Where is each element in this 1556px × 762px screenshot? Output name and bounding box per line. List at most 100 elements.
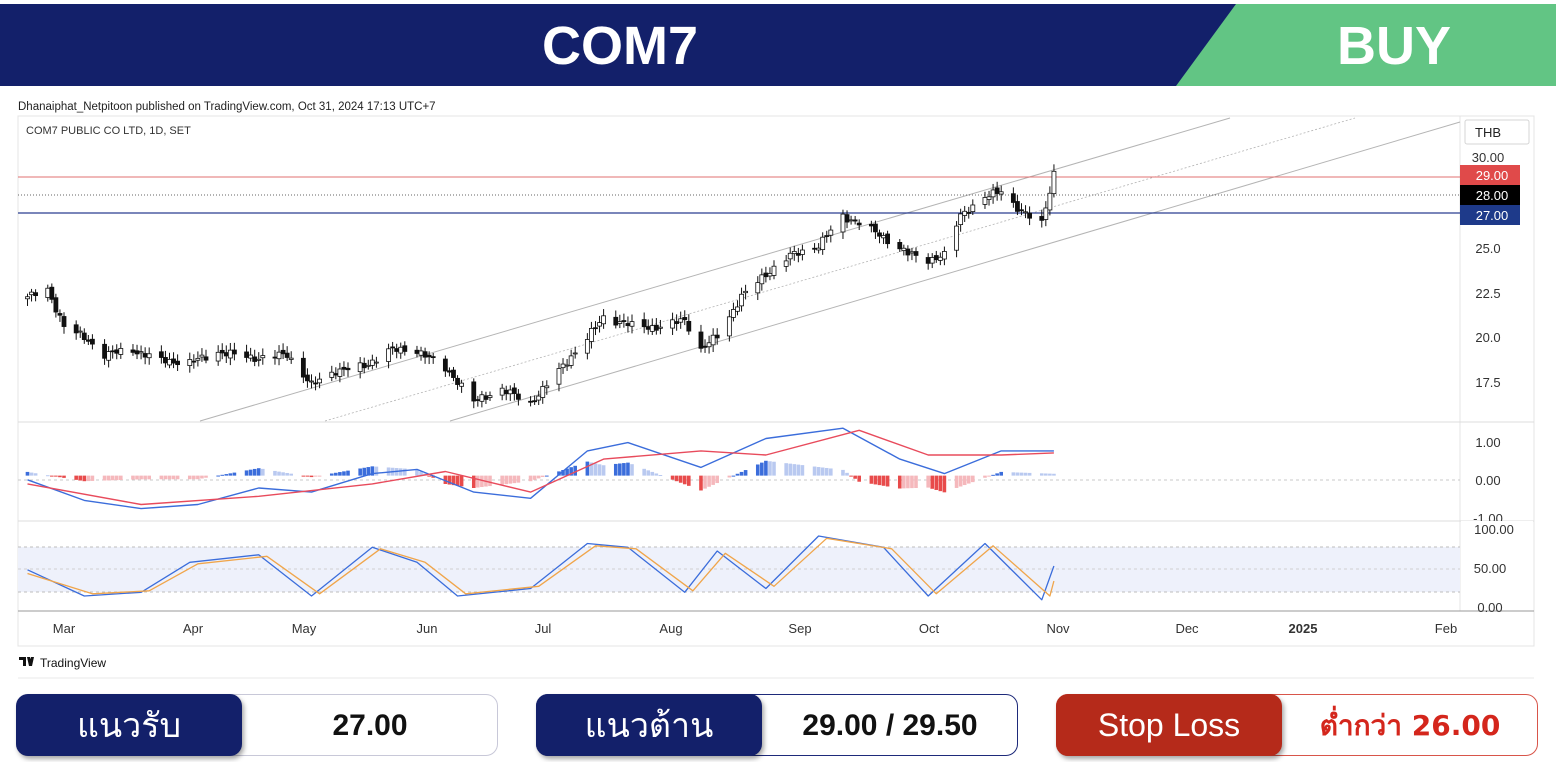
macd-histogram-bar	[772, 461, 776, 476]
macd-histogram-bar	[557, 471, 561, 476]
macd-histogram-bar	[938, 475, 943, 492]
candle-up	[146, 353, 152, 359]
macd-histogram-bar	[727, 475, 732, 478]
candle-up	[881, 235, 886, 239]
candle-down	[702, 345, 708, 348]
support-badge-label: 27.00	[1476, 208, 1509, 223]
candle-up	[572, 352, 578, 355]
candle-down	[284, 352, 290, 358]
macd-histogram-bar	[966, 475, 971, 484]
macd-histogram-bar	[78, 475, 83, 481]
macd-histogram-bar	[954, 475, 959, 488]
macd-histogram-bar	[106, 475, 111, 481]
support-badge	[1460, 205, 1520, 225]
macd-histogram-bar	[942, 475, 947, 493]
macd-histogram-bar	[902, 475, 906, 489]
candle-up	[710, 334, 716, 346]
candle-up	[256, 358, 262, 361]
macd-histogram-bar	[200, 475, 204, 479]
month-label: Jul	[535, 621, 552, 636]
chart-frame	[17, 115, 1535, 647]
candle-down	[698, 331, 704, 349]
macd-histogram-bar	[1011, 472, 1016, 476]
macd-histogram-bar	[849, 475, 853, 477]
macd-histogram-bar	[277, 471, 281, 476]
macd-histogram-bar	[62, 475, 66, 478]
macd-histogram-bar	[480, 475, 484, 488]
macd-histogram-bar	[1048, 473, 1052, 476]
candle-down	[511, 387, 517, 394]
candle-down	[795, 253, 801, 256]
candle-down	[763, 272, 769, 278]
candle-up	[731, 309, 736, 318]
macd-histogram-bar	[403, 468, 407, 476]
macd-histogram-bar	[281, 472, 285, 476]
macd-histogram-bar	[995, 473, 999, 476]
resistance-value-box: 29.00 / 29.50	[763, 695, 1017, 757]
macd-histogram-bar	[309, 475, 314, 478]
candle-up	[735, 306, 740, 312]
macd-histogram-bar	[528, 475, 533, 482]
candle-up	[617, 321, 623, 324]
macd-histogram-bar	[370, 466, 375, 476]
macd-histogram-bar	[488, 475, 492, 487]
candle-down	[925, 257, 931, 264]
signal-banner-bg	[1176, 4, 1556, 86]
candle-up	[187, 359, 193, 366]
candle-down	[455, 377, 460, 385]
candle-down	[430, 356, 436, 359]
macd-histogram-bar	[419, 471, 423, 476]
support-pill-label-box: แนวรับ	[16, 694, 242, 756]
candle-down	[426, 354, 432, 358]
macd-histogram-bar	[216, 475, 220, 477]
macd-histogram-bar	[1019, 472, 1024, 476]
candle-down	[625, 323, 631, 327]
macd-histogram-bar	[119, 475, 123, 481]
candle-down	[856, 222, 862, 226]
candle-up	[536, 395, 542, 401]
candle-down	[593, 327, 598, 330]
candle-up	[759, 274, 765, 285]
resistance-value: 29.00 / 29.50	[802, 709, 978, 742]
macd-histogram-bar	[565, 468, 569, 476]
candle-up	[986, 196, 992, 200]
macd-histogram-bar	[739, 471, 744, 476]
candle-down	[503, 389, 509, 395]
stoch-tick: 50.00	[1474, 561, 1507, 576]
tradingview-logo: TradingView	[19, 656, 106, 670]
time-axis: Mar Apr May Jun Jul Aug Sep Oct Nov Dec …	[53, 621, 1457, 636]
candle-up	[1043, 207, 1049, 220]
candle-up	[29, 291, 34, 296]
candle-up	[601, 315, 606, 325]
macd-histogram-bar	[516, 475, 521, 483]
candle-up	[1047, 192, 1053, 211]
candle-down	[231, 349, 237, 355]
macd-tick: 1.00	[1475, 435, 1500, 450]
candle-down	[1010, 193, 1016, 203]
macd-histogram-bar	[768, 461, 772, 476]
macd-histogram-bar	[711, 475, 715, 485]
macd-histogram-bar	[654, 473, 659, 476]
macd-histogram-bar	[926, 475, 930, 488]
tradingview-chart: Dhanaiphat_Netpitoon published on Tradin…	[17, 101, 1535, 679]
stop-loss-value: ต่ำกว่า 26.00	[1319, 709, 1501, 742]
macd-histogram-bar	[987, 475, 991, 477]
candle-down	[414, 349, 420, 354]
month-label: Mar	[53, 621, 76, 636]
macd-histogram-bar	[82, 475, 87, 482]
macd-histogram-bar	[317, 475, 322, 477]
candle-up	[901, 247, 907, 251]
candle-up	[487, 395, 493, 398]
candle-down	[142, 353, 148, 358]
candle-down	[442, 358, 448, 372]
month-label: Aug	[659, 621, 682, 636]
macd-histogram-bar	[187, 475, 192, 480]
candle-up	[167, 358, 172, 366]
macd-histogram-bar	[228, 473, 233, 476]
candle-up	[937, 256, 943, 261]
macd-histogram-bar	[731, 475, 736, 477]
candle-up	[260, 355, 266, 359]
candle-down	[85, 339, 91, 342]
candle-down	[305, 374, 310, 382]
stoch-d-line	[27, 537, 1055, 597]
